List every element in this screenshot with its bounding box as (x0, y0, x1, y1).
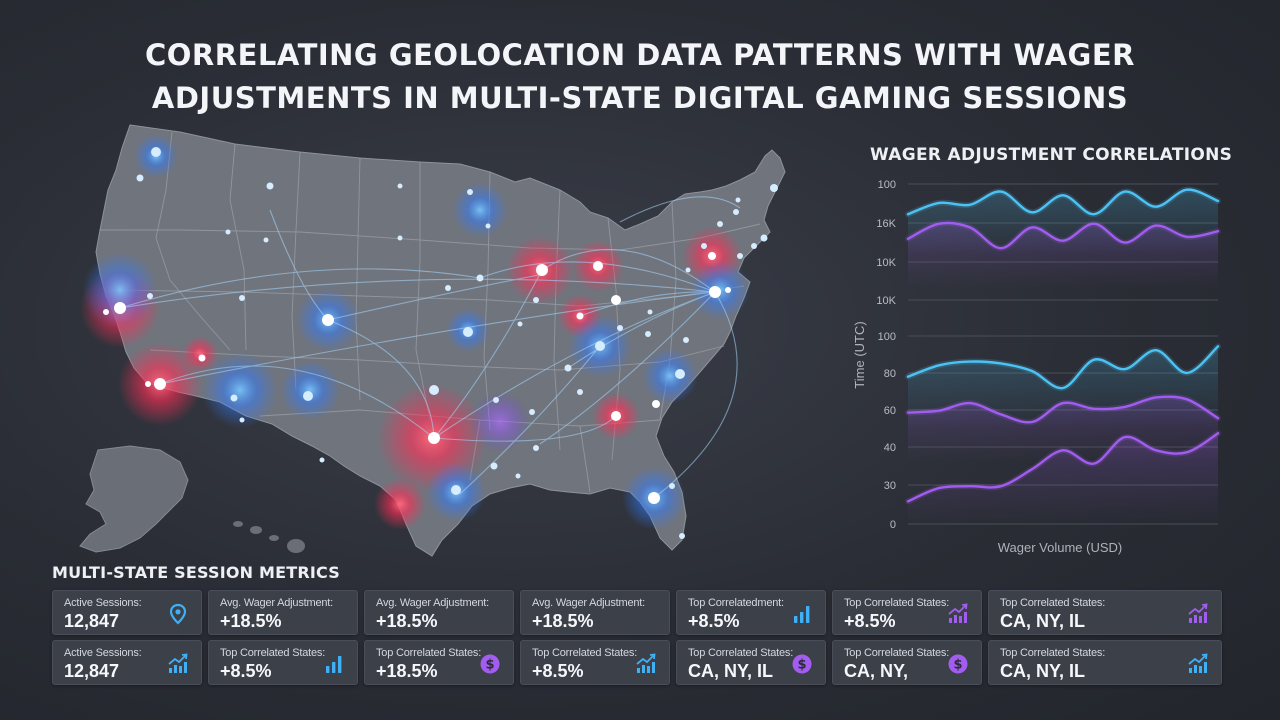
chart-y-tick-label: 0 (890, 519, 896, 531)
metric-card[interactable]: Top Correlated States: CA, NY, IL (988, 640, 1222, 685)
metric-label: Top Correlated States: (532, 647, 638, 659)
chart-lines (905, 186, 1221, 505)
chart-y-tick-label: 16K (876, 218, 896, 230)
us-map-svg (79, 124, 786, 557)
dollar-coin-icon: $ (479, 653, 501, 675)
metric-label: Top Correlated States: (1000, 597, 1106, 609)
metric-card[interactable]: Active Sessions: 12,847 (52, 590, 202, 635)
chart-y-tick-label: 40 (884, 442, 896, 454)
chart-series-line (906, 432, 1220, 503)
metric-card[interactable]: Top Correlated States: CA, NY, IL $ (676, 640, 826, 685)
trend-up-chart-icon (1187, 653, 1209, 675)
geolocation-heat-map (60, 120, 820, 560)
metric-label: Top Correlated States: (844, 647, 950, 659)
metric-card[interactable]: Top Correlated States: +8.5% (832, 590, 982, 635)
metric-label: Top Correlated States: (688, 647, 794, 659)
metric-label: Active Sessions: (64, 597, 142, 609)
trend-up-chart-icon (167, 653, 189, 675)
chart-series-line (906, 345, 1220, 390)
chart-y-tick-label: 10K (876, 257, 896, 269)
metric-card[interactable]: Avg. Wager Adjustment: +18.5% (208, 590, 358, 635)
trend-up-chart-icon (1187, 603, 1209, 625)
metric-value: CA, NY, (844, 661, 909, 681)
bar-chart-icon (791, 603, 813, 625)
svg-text:$: $ (953, 658, 962, 673)
chart-series-line (906, 395, 1220, 424)
svg-text:$: $ (485, 658, 494, 673)
metric-value: CA, NY, IL (1000, 611, 1086, 631)
metric-label: Avg. Wager Adjustment: (376, 597, 489, 609)
metric-label: Avg. Wager Adjustment: (532, 597, 645, 609)
metrics-section-title: MULTI-STATE SESSION METRICS (52, 563, 341, 582)
dollar-coin-icon: $ (947, 653, 969, 675)
alaska-landmass (79, 445, 189, 553)
chart-y-tick-label: 100 (878, 331, 896, 343)
chart-series-line (906, 221, 1220, 250)
metric-label: Top Correlatedment: (688, 597, 784, 609)
trend-up-chart-icon (947, 603, 969, 625)
metric-label: Active Sessions: (64, 647, 142, 659)
chart-y-tick-label: 80 (884, 368, 896, 380)
bar-chart-icon (323, 653, 345, 675)
chart-y-tick-label: 60 (884, 405, 896, 417)
metric-card[interactable]: Top Correlated States: +18.5% $ (364, 640, 514, 685)
dollar-coin-icon: $ (791, 653, 813, 675)
chart-y-tick-label: 30 (884, 480, 896, 492)
svg-text:$: $ (797, 658, 806, 673)
trend-up-chart-icon (635, 653, 657, 675)
metric-value: CA, NY, IL (688, 661, 774, 681)
metric-label: Top Correlated States: (844, 597, 950, 609)
metric-value: CA, NY, IL (1000, 661, 1086, 681)
metric-label: Top Correlated States: (376, 647, 482, 659)
metric-label: Top Correlated States: (220, 647, 326, 659)
chart-y-ticks: 100 16K 10K 10K 100 80 60 40 30 0 (876, 179, 896, 531)
metric-value: +18.5% (376, 661, 438, 681)
metric-value: +8.5% (688, 611, 740, 631)
location-pin-icon (167, 603, 189, 625)
metric-card[interactable]: Active Sessions: 12,847 (52, 640, 202, 685)
metric-value: +18.5% (376, 611, 438, 631)
metric-value: +8.5% (220, 661, 272, 681)
metric-value: +8.5% (844, 611, 896, 631)
session-dots (103, 147, 778, 539)
metric-value: 12,847 (64, 661, 120, 681)
chart-svg: 100 16K 10K 10K 100 80 60 40 30 0 Wager Volume (U… (852, 179, 1221, 555)
metric-card[interactable]: Top Correlated States: +8.5% (208, 640, 358, 685)
chart-y-tick-label: 10K (876, 295, 896, 307)
wager-correlation-chart: 100 16K 10K 10K 100 80 60 40 30 0 Wager Volume (U… (850, 170, 1230, 560)
metric-label: Avg. Wager Adjustment: (220, 597, 333, 609)
chart-title: WAGER ADJUSTMENT CORRELATIONS (870, 145, 1233, 165)
metric-card[interactable]: Top Correlated States: CA, NY, $ (832, 640, 982, 685)
page-title: CORRELATING GEOLOCATION DATA PATTERNS WI… (0, 34, 1280, 120)
page-title-line-1: CORRELATING GEOLOCATION DATA PATTERNS WI… (145, 38, 1135, 72)
connection-arcs (119, 196, 741, 499)
metric-value: +8.5% (532, 661, 584, 681)
chart-series-area (908, 433, 1218, 524)
metric-card[interactable]: Avg. Wager Adjustment: +18.5% (520, 590, 670, 635)
chart-y-axis-label: Time (UTC) (852, 321, 867, 388)
chart-x-axis-label: Wager Volume (USD) (998, 540, 1123, 555)
metric-value: +18.5% (220, 611, 282, 631)
metric-card[interactable]: Top Correlated States: CA, NY, IL (988, 590, 1222, 635)
chart-series-line (906, 188, 1220, 216)
metric-card[interactable]: Top Correlatedment: +8.5% (676, 590, 826, 635)
chart-y-tick-label: 100 (878, 179, 896, 191)
metric-value: +18.5% (532, 611, 594, 631)
metric-label: Top Correlated States: (1000, 647, 1106, 659)
metric-value: 12,847 (64, 611, 120, 631)
hawaii-islands (233, 521, 305, 553)
page-title-line-2: ADJUSTMENTS IN MULTI-STATE DIGITAL GAMIN… (151, 81, 1129, 115)
metric-card[interactable]: Top Correlated States: +8.5% (520, 640, 670, 685)
chart-series-area (908, 222, 1218, 289)
metric-card[interactable]: Avg. Wager Adjustment: +18.5% (364, 590, 514, 635)
